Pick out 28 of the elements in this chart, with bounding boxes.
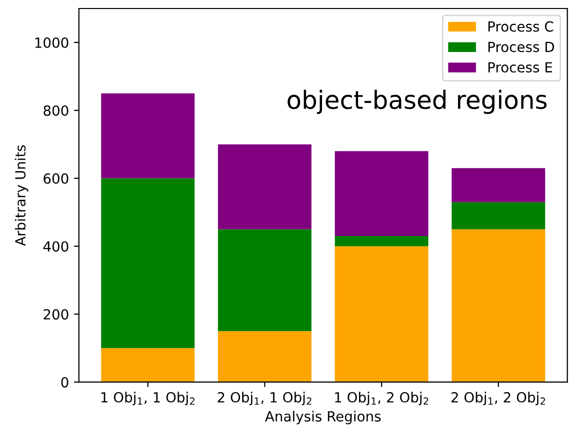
bar xyxy=(334,151,428,236)
annotation: object-based regions xyxy=(288,90,547,114)
bar xyxy=(218,331,312,382)
y-tick-label: 800 xyxy=(44,105,68,116)
bar xyxy=(452,202,546,230)
y-tick-label: 1000 xyxy=(35,37,68,48)
bar xyxy=(218,144,312,230)
x-tick-label: 1 Obj$_{1}$, 2 Obj$_{2}$ xyxy=(335,392,428,406)
y-axis-title: Arbitrary Units xyxy=(14,145,28,246)
x-tick-label: 2 Obj$_{1}$, 2 Obj$_{2}$ xyxy=(451,392,546,406)
legend-label: Process D xyxy=(488,42,554,52)
bar xyxy=(334,246,428,382)
bar xyxy=(101,348,195,382)
bar xyxy=(452,168,546,202)
x-axis-title: Analysis Regions xyxy=(265,410,381,424)
legend-label: Process C xyxy=(488,21,554,32)
x-tick-label: 1 Obj$_{1}$, 1 Obj$_{2}$ xyxy=(101,392,194,406)
y-tick-label: 0 xyxy=(61,377,68,388)
y-tick-label: 200 xyxy=(44,309,68,320)
x-tick-label: 2 Obj$_{1}$, 1 Obj$_{2}$ xyxy=(218,392,312,406)
bar xyxy=(101,93,195,178)
legend-label: Process E xyxy=(488,62,552,73)
bar xyxy=(101,178,195,348)
y-tick-label: 600 xyxy=(44,173,68,184)
bar xyxy=(452,229,546,382)
bar xyxy=(218,229,312,332)
y-tick-label: 400 xyxy=(43,241,68,252)
bar xyxy=(334,236,428,246)
